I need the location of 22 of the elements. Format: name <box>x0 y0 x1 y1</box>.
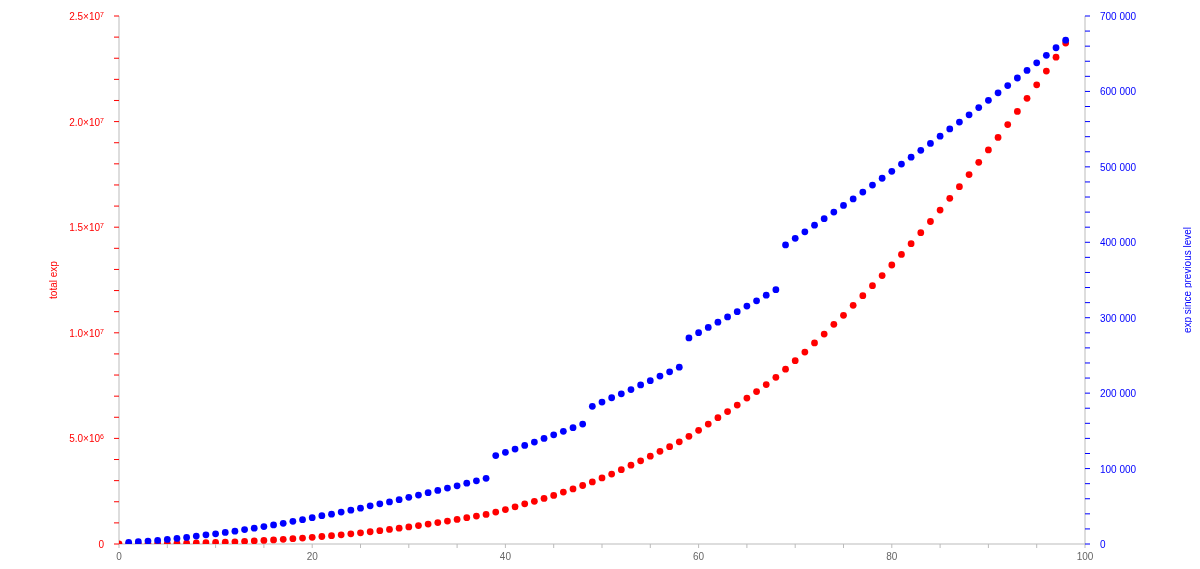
y-tick-label: 0 <box>98 539 105 550</box>
y-tick-label: 5.0×10$^{6}$ <box>69 432 105 445</box>
x-tick-label: 40 <box>499 551 512 562</box>
y-tick-label: 1.0×10$^{7}$ <box>69 327 105 339</box>
y-axis-title: total exp <box>47 260 59 299</box>
x-tick-label: 0 <box>116 551 123 562</box>
y2-tick-label: 0 <box>1100 539 1106 550</box>
y2-tick-label: 100 000 <box>1100 463 1137 475</box>
y2-tick-label: 200 000 <box>1100 388 1137 400</box>
x-tick-label: 60 <box>693 551 705 562</box>
y2-tick-label: 500 000 <box>1100 161 1137 173</box>
y2-tick-label: 700 000 <box>1100 11 1137 22</box>
x-tick-label: 100 <box>1076 551 1094 562</box>
y2-tick-label: 600 000 <box>1100 86 1137 98</box>
y2-tick-label: 400 000 <box>1100 237 1137 249</box>
x-tick-label: 80 <box>886 551 898 562</box>
y2-tick-label: 300 000 <box>1100 312 1137 324</box>
y-tick-label: 2.0×10$^{7}$ <box>69 116 105 128</box>
y2-axis-title: exp since previous level <box>1181 226 1193 334</box>
x-tick-label: 20 <box>306 551 319 562</box>
y-tick-label: 2.5×10$^{7}$ <box>69 10 105 22</box>
y-tick-label: 1.5×10$^{7}$ <box>69 221 105 234</box>
